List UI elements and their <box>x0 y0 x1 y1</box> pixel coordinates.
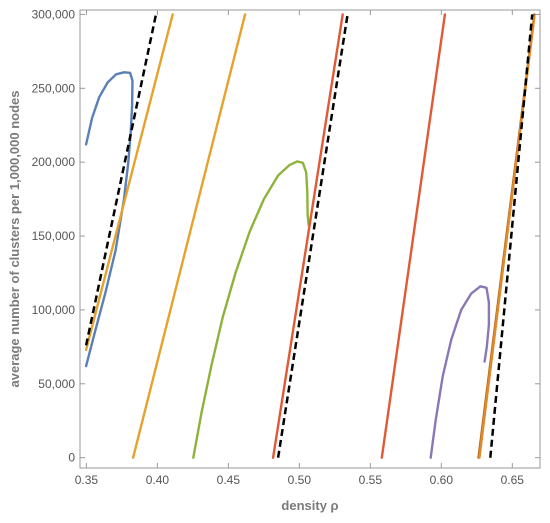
series-line-1 <box>84 71 134 368</box>
x-tick-label: 0.65 <box>501 473 525 487</box>
y-tick-label: 250,000 <box>32 81 76 95</box>
y-tick-label: 100,000 <box>32 303 76 317</box>
plot-frame <box>79 9 541 469</box>
x-tick-label: 0.55 <box>359 473 383 487</box>
x-axis-ticks: 0.35 0.40 0.45 0.50 0.55 0.60 0.65 <box>75 10 525 487</box>
x-tick-label: 0.35 <box>75 473 99 487</box>
y-tick-label: 50,000 <box>38 377 75 391</box>
x-axis-title: density ρ <box>281 498 338 513</box>
y-tick-label: 200,000 <box>32 155 76 169</box>
dashed-reference-line-11 <box>276 14 349 458</box>
y-tick-label: 0 <box>68 451 75 465</box>
series-line-4 <box>192 160 310 459</box>
x-tick-label: 0.50 <box>288 473 312 487</box>
y-axis-ticks: 0 50,000 100,000 150,000 200,000 250,000 300,0… <box>32 7 540 465</box>
series-line-3 <box>131 13 247 459</box>
series-layer <box>84 13 536 459</box>
y-tick-label: 300,000 <box>32 7 76 21</box>
y-axis-title: average number of clusters per 1,000,000… <box>7 91 22 388</box>
x-tick-label: 0.40 <box>146 473 170 487</box>
series-line-5 <box>271 13 344 459</box>
x-tick-label: 0.45 <box>217 473 241 487</box>
series-line-6 <box>380 13 447 459</box>
dashed-reference-line-10 <box>84 14 158 346</box>
y-tick-label: 150,000 <box>32 229 76 243</box>
x-tick-label: 0.60 <box>430 473 454 487</box>
series-line-2 <box>84 13 174 351</box>
dashed-reference-line-12 <box>489 14 534 458</box>
series-line-7 <box>429 285 491 459</box>
